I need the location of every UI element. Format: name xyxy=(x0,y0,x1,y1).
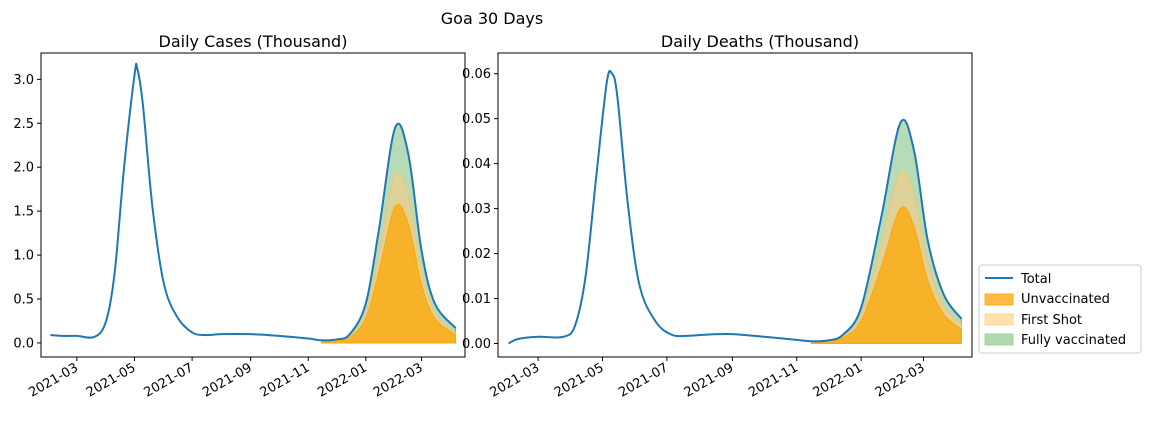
left-plot-frame xyxy=(40,52,466,358)
left-x-tick-label: 2021-11 xyxy=(258,360,313,400)
right-y-tick-label: 0.06 xyxy=(462,67,491,82)
legend-frame xyxy=(978,264,1142,354)
legend-label-total: Total xyxy=(1020,272,1051,287)
left-y-tick-label: 2.0 xyxy=(13,161,34,176)
left-y-tick-label: 0.5 xyxy=(13,293,34,308)
left-y-tick-label: 2.5 xyxy=(13,117,34,132)
left-area-unvaccinated xyxy=(320,203,457,344)
right-x-tick-label: 2021-11 xyxy=(746,360,801,400)
left-y-tick-label: 3.0 xyxy=(13,73,34,88)
right-x-tick-label: 2021-09 xyxy=(682,360,737,400)
left-line-total xyxy=(50,62,457,342)
left-x-tick-label: 2021-03 xyxy=(26,360,81,400)
legend-fully-vaccinated-swatch-icon xyxy=(984,333,1014,346)
figure-suptitle: Goa 30 Days xyxy=(441,9,543,28)
left-x-tick-label: 2021-07 xyxy=(142,360,197,400)
left-x-tick-label: 2022-01 xyxy=(315,360,370,400)
right-y-tick-label: 0.01 xyxy=(462,292,491,307)
right-y-tick-label: 0.04 xyxy=(462,157,491,172)
legend-label-unvaccinated: Unvaccinated xyxy=(1021,292,1110,307)
right-line-total xyxy=(508,69,963,345)
right-plot-frame xyxy=(497,52,973,358)
right-y-tick-label: 0.03 xyxy=(462,202,491,217)
legend-label-first-shot: First Shot xyxy=(1021,313,1082,328)
right-x-tick-label: 2021-07 xyxy=(616,360,671,400)
right-chart: Daily Deaths (Thousand) 0.00 0.01 0.02 0.03… xyxy=(462,32,973,401)
right-y-tick-label: 0.02 xyxy=(462,247,491,262)
right-x-tick-label: 2022-03 xyxy=(873,360,928,400)
right-x-tick-label: 2022-01 xyxy=(811,360,866,400)
left-y-tick-label: 0.0 xyxy=(13,336,34,351)
left-y-tick-label: 1.0 xyxy=(13,249,34,264)
right-y-tick-label: 0.05 xyxy=(462,112,491,127)
left-chart: Daily Cases (Thousand) 0.0 0.5 1.0 1.5 2.0 2.… xyxy=(13,32,466,401)
legend-unvaccinated-swatch-icon xyxy=(984,293,1014,306)
right-y-tick-label: 0.00 xyxy=(462,337,491,352)
right-x-tick-label: 2021-05 xyxy=(552,360,607,400)
right-x-tick-label: 2021-03 xyxy=(488,360,543,400)
right-area-unvaccinated xyxy=(811,206,962,345)
legend: Total Unvaccinated First Shot Fully vacc… xyxy=(978,264,1142,354)
legend-label-fully-vaccinated: Fully vaccinated xyxy=(1021,333,1126,348)
left-x-tick-label: 2021-05 xyxy=(84,360,139,400)
left-x-tick-label: 2021-09 xyxy=(200,360,255,400)
left-chart-title: Daily Cases (Thousand) xyxy=(159,32,348,51)
left-y-tick-label: 1.5 xyxy=(13,205,34,220)
left-x-tick-label: 2022-03 xyxy=(371,360,426,400)
legend-first-shot-swatch-icon xyxy=(984,313,1014,326)
right-chart-title: Daily Deaths (Thousand) xyxy=(661,32,859,51)
